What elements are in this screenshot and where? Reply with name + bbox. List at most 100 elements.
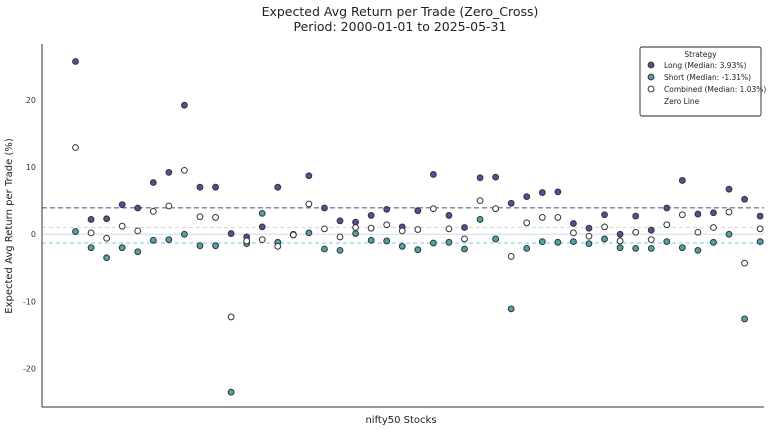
- long-point: [414, 207, 422, 215]
- combined-point: [258, 236, 266, 244]
- combined-point: [72, 144, 79, 151]
- combined-point: [601, 223, 608, 231]
- legend-marker: [647, 85, 655, 93]
- legend: Strategy Long (Median: 3.93%) Short (Media…: [639, 46, 766, 117]
- combined-point: [212, 214, 219, 221]
- legend-box: [639, 46, 762, 117]
- long-point: [305, 172, 313, 180]
- legend-entry: Long (Median: 3.93%): [664, 61, 746, 70]
- long-point: [492, 173, 500, 181]
- y-tick-label: 0: [31, 230, 36, 239]
- short-point: [414, 246, 422, 254]
- long-point: [461, 224, 468, 231]
- combined-point: [647, 236, 655, 244]
- y-tick-label: 10: [26, 163, 36, 172]
- short-point: [538, 238, 546, 246]
- combined-point: [398, 227, 406, 235]
- long-point: [274, 183, 282, 191]
- combined-point: [429, 205, 437, 213]
- short-point: [445, 238, 453, 246]
- short-point: [72, 228, 79, 235]
- long-point: [445, 212, 453, 219]
- long-point: [476, 174, 484, 182]
- long-point: [181, 101, 188, 109]
- short-point: [87, 244, 95, 252]
- long-point: [118, 201, 126, 209]
- long-point: [538, 189, 546, 196]
- combined-point: [710, 224, 717, 231]
- combined-point: [523, 219, 531, 227]
- short-point: [663, 238, 671, 246]
- combined-point: [289, 231, 297, 239]
- short-point: [632, 244, 640, 252]
- long-point: [149, 179, 157, 186]
- short-point: [647, 244, 655, 252]
- short-point: [336, 246, 344, 254]
- long-point: [507, 199, 515, 207]
- long-point: [336, 217, 344, 225]
- long-point: [72, 58, 79, 65]
- short-point: [507, 305, 515, 313]
- long-point: [227, 230, 235, 237]
- long-point: [647, 226, 655, 234]
- long-point: [429, 171, 437, 178]
- y-axis-label: Expected Avg Return per Trade (%): [4, 138, 15, 314]
- long-point: [196, 183, 204, 191]
- short-point: [710, 238, 717, 246]
- long-point: [87, 216, 95, 223]
- long-point: [134, 204, 142, 212]
- short-point: [258, 210, 266, 217]
- long-point: [741, 195, 748, 203]
- combined-point: [492, 205, 500, 213]
- combined-point: [149, 207, 157, 215]
- combined-point: [725, 208, 733, 216]
- combined-point: [632, 228, 640, 236]
- long-point: [585, 224, 593, 232]
- short-point: [429, 239, 437, 247]
- x-axis-label: nifty50 Stocks: [365, 415, 436, 426]
- long-point: [212, 183, 219, 191]
- combined-point: [554, 214, 562, 221]
- short-point: [725, 230, 733, 238]
- combined-point: [741, 259, 748, 267]
- short-point: [554, 238, 562, 246]
- combined-point: [507, 253, 515, 260]
- short-point: [321, 245, 328, 253]
- chart-subtitle: Period: 2000-01-01 to 2025-05-31: [294, 19, 507, 34]
- combined-point: [383, 221, 391, 229]
- legend-marker: [647, 73, 655, 81]
- plot-area: -20 -10 0 10 20: [23, 44, 764, 408]
- long-point: [383, 205, 391, 213]
- short-point: [694, 246, 702, 254]
- y-tick-label: 20: [26, 96, 36, 105]
- long-point: [601, 211, 608, 219]
- legend-entry: Combined (Median: 1.03%): [664, 85, 766, 94]
- short-point: [461, 245, 468, 253]
- long-point: [663, 204, 671, 212]
- long-point: [678, 177, 686, 184]
- legend-entry: Short (Median: -1.31%): [664, 73, 751, 82]
- short-point: [492, 235, 500, 243]
- combined-point: [305, 200, 313, 208]
- short-point: [367, 236, 375, 244]
- long-point: [710, 209, 717, 217]
- long-point: [632, 212, 640, 220]
- short-point: [212, 242, 219, 250]
- long-point: [165, 168, 173, 176]
- legend-entry: Zero Line: [664, 97, 700, 106]
- combined-point: [227, 313, 235, 321]
- combined-point: [165, 202, 173, 210]
- combined-point: [414, 226, 422, 233]
- long-point: [523, 193, 531, 200]
- combined-point: [756, 225, 764, 233]
- combined-point: [336, 233, 344, 241]
- short-point: [570, 238, 577, 246]
- short-point: [678, 244, 686, 252]
- short-point: [523, 244, 531, 252]
- combined-point: [196, 213, 204, 221]
- short-point: [165, 236, 173, 244]
- combined-point: [476, 197, 484, 205]
- legend-marker: [647, 61, 655, 69]
- short-point: [181, 230, 188, 238]
